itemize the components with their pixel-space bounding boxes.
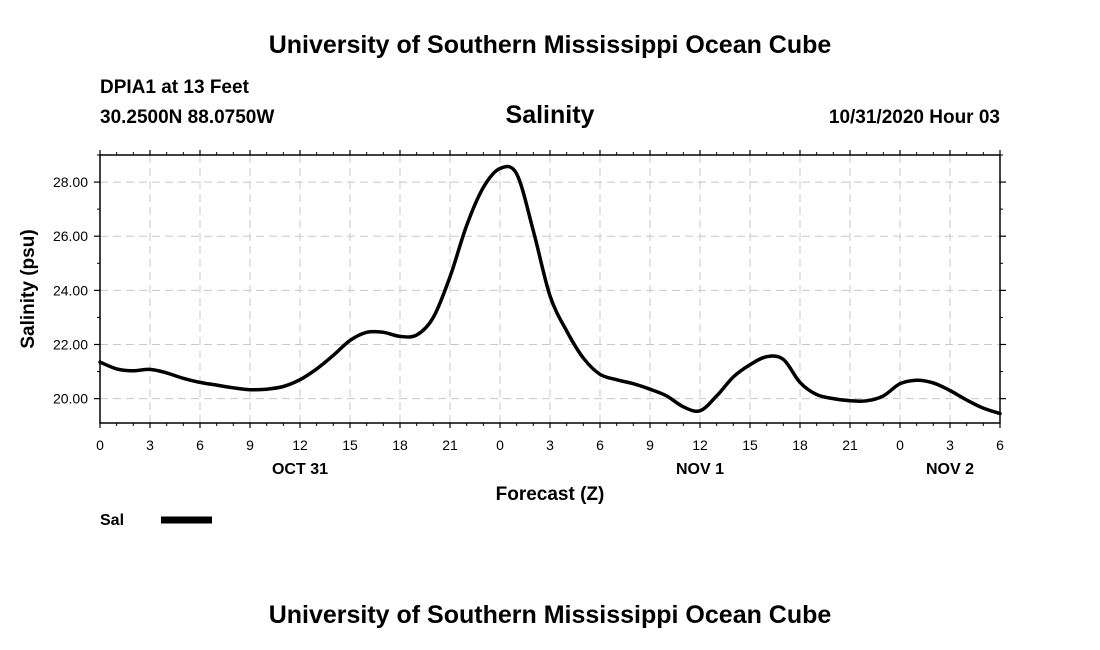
x-axis-title: Forecast (Z): [496, 484, 605, 505]
x-tick-label: 18: [392, 437, 408, 453]
x-tick-label: 9: [246, 437, 254, 453]
x-tick-label: 0: [496, 437, 504, 453]
station-label: DPIA1 at 13 Feet: [100, 77, 249, 98]
x-tick-label: 15: [342, 437, 358, 453]
x-tick-label: 6: [196, 437, 204, 453]
y-tick-label: 28.00: [53, 174, 88, 190]
legend-label: Sal: [100, 512, 124, 529]
date-label: NOV 1: [676, 461, 724, 478]
x-tick-label: 21: [442, 437, 458, 453]
y-tick-label: 26.00: [53, 228, 88, 244]
station-coordinates: 30.2500N 88.0750W: [100, 107, 275, 128]
footer-title: University of Southern Mississippi Ocean…: [268, 601, 832, 629]
x-tick-label: 3: [546, 437, 554, 453]
x-tick-label: 3: [946, 437, 954, 453]
date-label: OCT 31: [272, 461, 328, 478]
y-tick-label: 24.00: [53, 282, 88, 298]
x-tick-label: 3: [146, 437, 154, 453]
grid-lines: [100, 155, 1000, 423]
x-tick-label: 21: [842, 437, 858, 453]
y-tick-label: 22.00: [53, 336, 88, 352]
x-tick-label: 6: [596, 437, 604, 453]
y-axis-title: Salinity (psu): [18, 229, 39, 348]
y-tick-label: 20.00: [53, 391, 88, 407]
x-tick-label: 0: [96, 437, 104, 453]
x-tick-label: 6: [996, 437, 1004, 453]
axis-labels: 0 3 6 9 12 15 18 21 0 3 6 9 12 15 18 21 0 3 6 20.00 22.00 24.…: [18, 174, 1004, 505]
series-group: [98, 164, 1002, 416]
date-label: NOV 2: [926, 461, 974, 478]
chart-title: Salinity: [505, 101, 595, 129]
x-tick-label: 0: [896, 437, 904, 453]
x-tick-label: 12: [292, 437, 308, 453]
forecast-datetime: 10/31/2020 Hour 03: [828, 107, 1000, 128]
x-tick-label: 15: [742, 437, 758, 453]
x-tick-label: 9: [646, 437, 654, 453]
plot-frame: [99, 154, 1001, 424]
main-title: University of Southern Mississippi Ocean…: [268, 31, 832, 59]
series-line-sal: [98, 164, 1002, 416]
x-tick-label: 12: [692, 437, 708, 453]
legend: Sal: [100, 512, 212, 529]
x-tick-label: 18: [792, 437, 808, 453]
